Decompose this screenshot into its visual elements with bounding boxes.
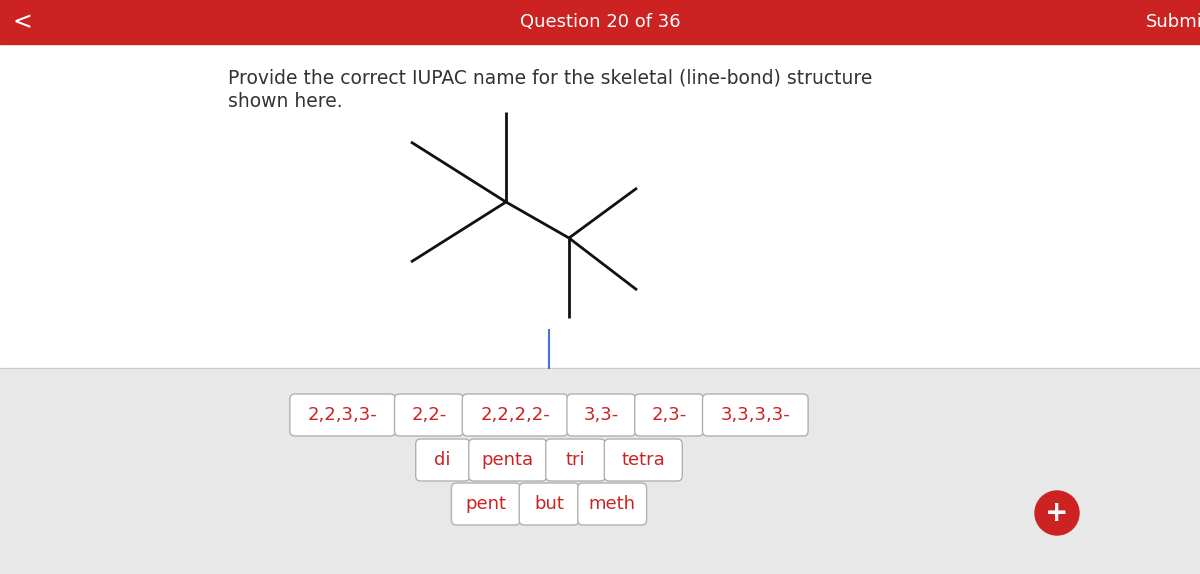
Text: penta: penta [481, 451, 534, 469]
FancyBboxPatch shape [462, 394, 568, 436]
Text: di: di [434, 451, 451, 469]
FancyBboxPatch shape [702, 394, 808, 436]
Text: meth: meth [589, 495, 636, 513]
Text: Submit: Submit [1146, 13, 1200, 31]
FancyBboxPatch shape [290, 394, 396, 436]
Text: tri: tri [565, 451, 586, 469]
Bar [0, 0, 1200, 44]
FancyBboxPatch shape [605, 439, 683, 481]
FancyBboxPatch shape [635, 394, 703, 436]
Circle shape [1034, 491, 1079, 535]
FancyBboxPatch shape [469, 439, 547, 481]
Text: 3,3-: 3,3- [583, 406, 619, 424]
Bar [0, 368, 1200, 574]
Text: 2,2,2,2-: 2,2,2,2- [480, 406, 550, 424]
Text: tetra: tetra [622, 451, 665, 469]
Text: <: < [12, 10, 32, 34]
FancyBboxPatch shape [451, 483, 521, 525]
Text: 2,2-: 2,2- [412, 406, 446, 424]
FancyBboxPatch shape [395, 394, 463, 436]
Text: but: but [534, 495, 564, 513]
Text: +: + [1045, 499, 1069, 527]
Text: Question 20 of 36: Question 20 of 36 [520, 13, 680, 31]
Text: 2,3-: 2,3- [652, 406, 686, 424]
Text: shown here.: shown here. [228, 92, 343, 111]
Text: 2,2,3,3-: 2,2,3,3- [308, 406, 378, 424]
Text: 3,3,3,3-: 3,3,3,3- [720, 406, 790, 424]
FancyBboxPatch shape [415, 439, 469, 481]
FancyBboxPatch shape [578, 483, 647, 525]
FancyBboxPatch shape [566, 394, 636, 436]
Text: pent: pent [466, 495, 506, 513]
FancyBboxPatch shape [546, 439, 605, 481]
FancyBboxPatch shape [520, 483, 578, 525]
Text: Provide the correct IUPAC name for the skeletal (line-bond) structure: Provide the correct IUPAC name for the s… [228, 68, 872, 87]
